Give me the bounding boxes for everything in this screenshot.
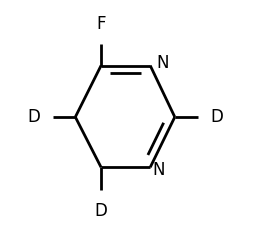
- Text: N: N: [153, 161, 165, 179]
- Text: N: N: [156, 54, 169, 72]
- Text: D: D: [95, 202, 108, 220]
- Text: D: D: [27, 108, 40, 126]
- Text: D: D: [210, 108, 223, 126]
- Text: F: F: [96, 15, 106, 33]
